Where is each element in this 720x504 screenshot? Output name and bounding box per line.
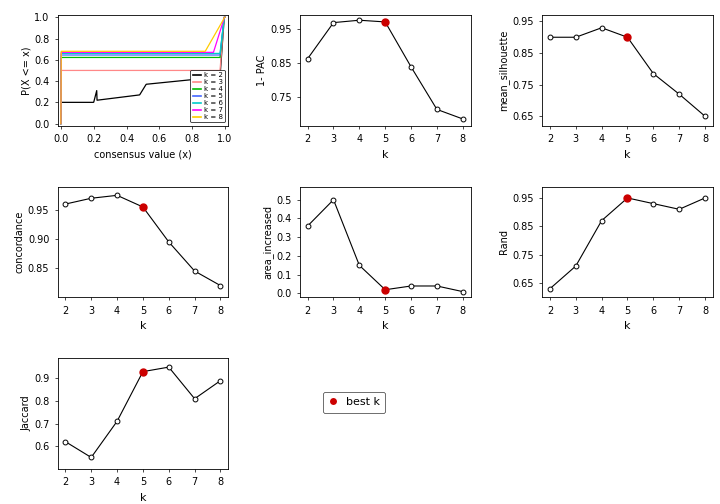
X-axis label: consensus value (x): consensus value (x)	[94, 150, 192, 160]
X-axis label: k: k	[382, 150, 389, 160]
Y-axis label: Jaccard: Jaccard	[21, 396, 31, 431]
X-axis label: k: k	[140, 492, 146, 502]
Legend: best k: best k	[323, 392, 385, 413]
Y-axis label: 1- PAC: 1- PAC	[257, 55, 267, 86]
X-axis label: k: k	[624, 321, 631, 331]
Legend: k = 2, k = 3, k = 4, k = 5, k = 6, k = 7, k = 8: k = 2, k = 3, k = 4, k = 5, k = 6, k = 7…	[191, 70, 225, 122]
Y-axis label: Rand: Rand	[500, 229, 510, 255]
X-axis label: k: k	[140, 321, 146, 331]
Y-axis label: area_increased: area_increased	[263, 205, 274, 279]
Y-axis label: concordance: concordance	[15, 211, 25, 273]
X-axis label: k: k	[624, 150, 631, 160]
X-axis label: k: k	[382, 321, 389, 331]
Y-axis label: P(X <= x): P(X <= x)	[21, 46, 31, 95]
Y-axis label: mean_silhouette: mean_silhouette	[498, 30, 510, 111]
